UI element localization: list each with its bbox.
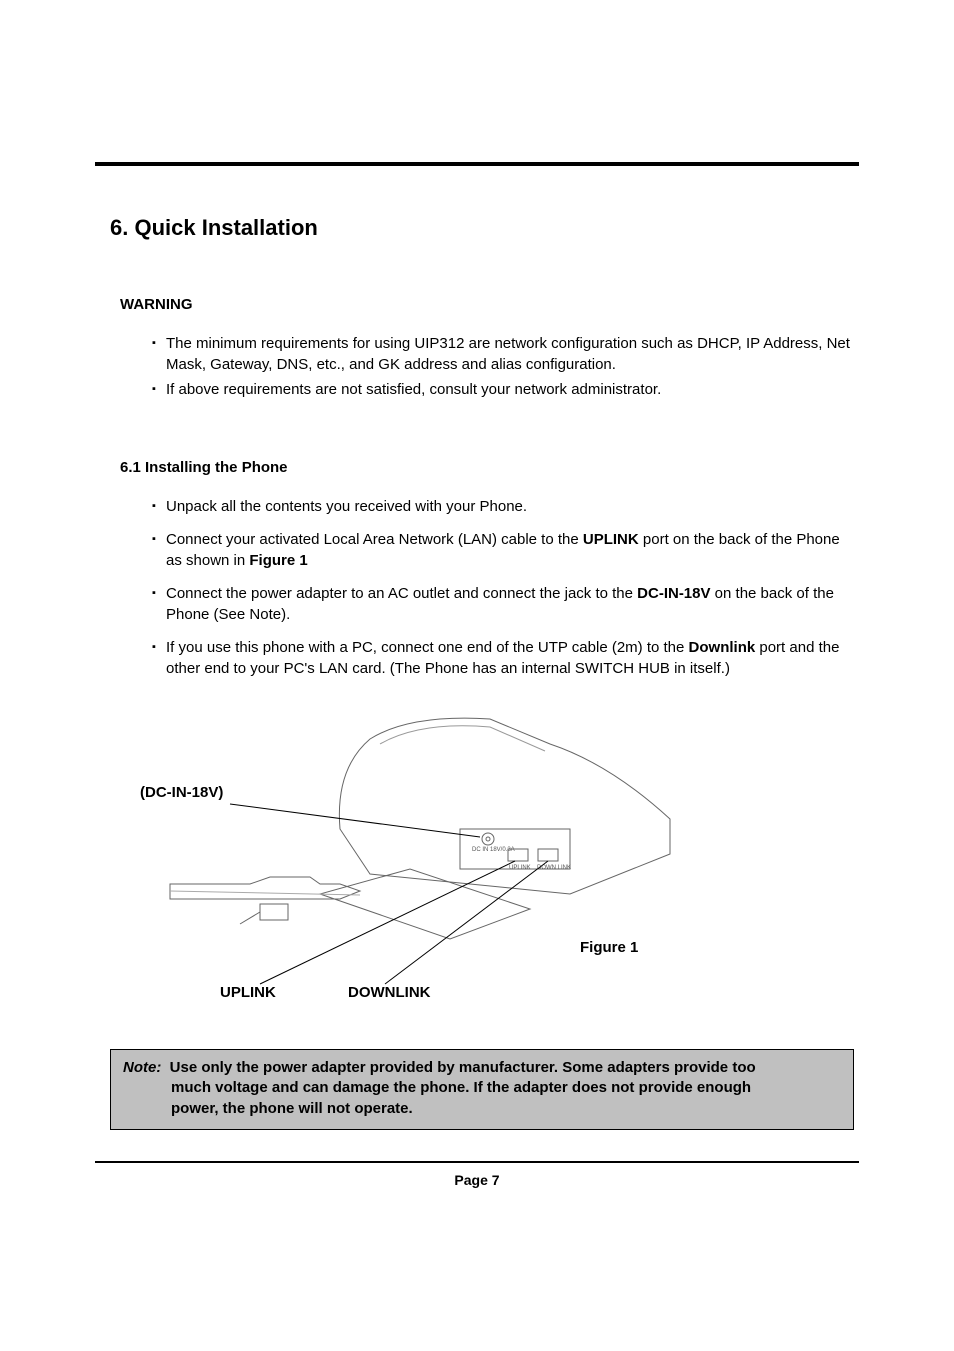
uplink-label: UPLINK xyxy=(220,984,276,1001)
page-number: Page 7 xyxy=(0,1172,954,1188)
warning-list: The minimum requirements for using UIP31… xyxy=(152,333,854,400)
bold-text: UPLINK xyxy=(583,531,639,548)
install-item: Unpack all the contents you received wit… xyxy=(152,496,854,517)
text: If you use this phone with a PC, connect… xyxy=(166,639,689,656)
downlink-label: DOWNLINK xyxy=(348,984,431,1001)
note-text: much voltage and can damage the phone. I… xyxy=(123,1078,841,1098)
note-text: Use only the power adapter provided by m… xyxy=(170,1059,756,1076)
warning-item: If above requirements are not satisfied,… xyxy=(152,379,854,400)
phone-diagram: DC IN 18V/0.3A UPLINK DOWN LINK xyxy=(110,709,850,999)
install-item: Connect your activated Local Area Networ… xyxy=(152,529,854,571)
install-item: Connect the power adapter to an AC outle… xyxy=(152,583,854,625)
install-heading: 6.1 Installing the Phone xyxy=(120,459,854,476)
bold-text: DC-IN-18V xyxy=(637,585,710,602)
port-up-text: UPLINK xyxy=(509,865,531,871)
bold-text: Figure 1 xyxy=(249,552,307,569)
spacer xyxy=(110,404,854,459)
figure-area: (DC-IN-18V) DC IN 18V/0.3A xyxy=(110,709,854,1009)
text: Connect the power adapter to an AC outle… xyxy=(166,585,637,602)
text: Connect your activated Local Area Networ… xyxy=(166,531,583,548)
install-list: Unpack all the contents you received wit… xyxy=(152,496,854,679)
warning-heading: WARNING xyxy=(120,296,854,313)
content-area: 6. Quick Installation WARNING The minimu… xyxy=(110,215,854,1130)
note-box: Note: Use only the power adapter provide… xyxy=(110,1049,854,1130)
bold-text: Downlink xyxy=(689,639,756,656)
note-text: power, the phone will not operate. xyxy=(123,1099,841,1119)
warning-item: The minimum requirements for using UIP31… xyxy=(152,333,854,375)
note-label: Note: xyxy=(123,1059,161,1076)
port-dc-text: DC IN 18V/0.3A xyxy=(472,847,515,853)
text: Unpack all the contents you received wit… xyxy=(166,498,527,515)
install-item: If you use this phone with a PC, connect… xyxy=(152,637,854,679)
figure-caption: Figure 1 xyxy=(580,939,638,956)
section-title: 6. Quick Installation xyxy=(110,215,854,241)
page: 6. Quick Installation WARNING The minimu… xyxy=(0,0,954,1351)
bottom-rule xyxy=(95,1161,859,1163)
top-rule xyxy=(95,162,859,166)
